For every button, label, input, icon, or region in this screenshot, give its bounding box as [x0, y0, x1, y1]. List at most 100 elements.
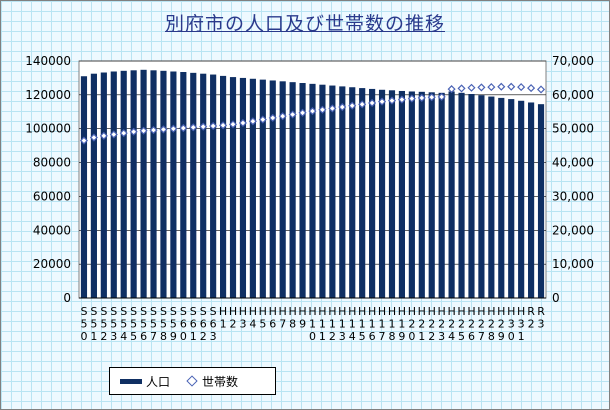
bar [498, 97, 505, 298]
x-tick-label: H [398, 305, 406, 318]
x-tick-label: 1 [220, 318, 227, 331]
bar [120, 70, 127, 298]
x-tick-label: S [150, 305, 157, 318]
x-tick-label: H [408, 305, 416, 318]
x-tick-label: 1 [90, 330, 97, 343]
x-tick-label: 5 [150, 318, 157, 331]
household-point [248, 117, 257, 126]
y-right-tick-label: 30,000 [552, 189, 594, 203]
bar [150, 70, 157, 298]
x-tick-label: 2 [329, 330, 336, 343]
x-tick-label: H [467, 305, 475, 318]
x-tick-label: S [210, 305, 217, 318]
x-tick-label: H [239, 305, 247, 318]
x-tick-label: H [507, 305, 515, 318]
bar [339, 86, 346, 299]
bar [299, 83, 306, 298]
x-tick-label: 2 [428, 330, 435, 343]
bar [408, 91, 415, 298]
x-tick-label: 5 [160, 318, 167, 331]
x-tick-label: 4 [448, 330, 455, 343]
x-tick-label: 3 [339, 330, 346, 343]
bar [359, 88, 366, 298]
household-point [169, 124, 178, 133]
bar [239, 77, 247, 298]
legend-label-population: 人口 [146, 374, 171, 389]
x-tick-label: 2 [230, 318, 237, 331]
x-tick-label: 1 [418, 330, 425, 343]
household-point [368, 98, 377, 108]
bar [180, 72, 187, 298]
household-point [477, 83, 486, 92]
x-tick-label: 2 [438, 318, 445, 331]
y-left-tick-label: 60000 [33, 189, 71, 203]
bar [269, 80, 276, 298]
x-tick-label: S [180, 305, 187, 318]
household-point [417, 93, 426, 102]
x-tick-label: H [259, 305, 267, 318]
bar [80, 76, 88, 298]
bar [229, 77, 237, 298]
x-tick-label: 9 [498, 330, 505, 343]
bar [130, 70, 137, 298]
x-tick-label: 5 [140, 318, 147, 331]
household-point [447, 85, 456, 94]
x-tick-label: H [487, 305, 495, 318]
household-point [536, 85, 546, 94]
bar [438, 92, 445, 298]
x-tick-label: 7 [279, 318, 286, 331]
y-left-tick-label: 40000 [33, 223, 71, 237]
x-tick-label: S [90, 305, 97, 318]
x-tick-label: 6 [210, 318, 217, 331]
x-tick-label: 5 [259, 318, 266, 331]
household-point [348, 101, 357, 110]
household-point [427, 93, 436, 102]
x-tick-label: 3 [438, 330, 445, 343]
x-tick-label: 6 [140, 330, 147, 343]
household-point [457, 84, 466, 93]
x-tick-label: H [328, 305, 336, 318]
x-tick-label: 0 [180, 330, 187, 343]
household-point [507, 82, 516, 91]
x-tick-label: H [358, 305, 366, 318]
x-tick-label: 3 [508, 318, 515, 331]
y-left-tick-label: 140000 [25, 54, 71, 68]
bar [478, 95, 485, 299]
x-tick-label: 2 [528, 318, 535, 331]
x-tick-label: S [100, 305, 107, 318]
x-tick-label: 2 [488, 318, 495, 331]
bar [329, 85, 336, 299]
x-tick-label: 8 [388, 330, 395, 343]
x-tick-label: 1 [398, 318, 405, 331]
x-tick-label: S [200, 305, 207, 318]
x-tick-label: 0 [408, 330, 415, 343]
x-tick-label: 9 [170, 330, 177, 343]
y-right-tick-label: 20,000 [552, 223, 594, 237]
x-tick-label: 8 [160, 330, 167, 343]
x-tick-label: 8 [289, 318, 296, 331]
x-tick-label: 2 [458, 318, 465, 331]
household-point [378, 97, 387, 106]
household-point [397, 95, 406, 104]
x-tick-label: 5 [120, 318, 127, 331]
bar [518, 100, 525, 299]
bar [468, 94, 475, 298]
x-tick-label: S [140, 305, 147, 318]
x-tick-label: 3 [518, 318, 525, 331]
bar [289, 82, 296, 299]
x-tick-label: 1 [388, 318, 395, 331]
household-point [109, 130, 118, 139]
x-tick-label: H [298, 305, 306, 318]
household-point [278, 112, 287, 121]
diamond-marker-icon [186, 375, 198, 387]
x-tick-label: H [438, 305, 446, 318]
household-point [298, 108, 307, 117]
x-tick-label: H [497, 305, 505, 318]
x-tick-label: 2 [478, 318, 485, 331]
x-tick-label: 7 [379, 330, 386, 343]
household-point [517, 83, 526, 92]
y-left-tick-label: 120000 [25, 88, 71, 102]
x-tick-label: 0 [309, 330, 316, 343]
x-tick-label: 5 [130, 318, 137, 331]
